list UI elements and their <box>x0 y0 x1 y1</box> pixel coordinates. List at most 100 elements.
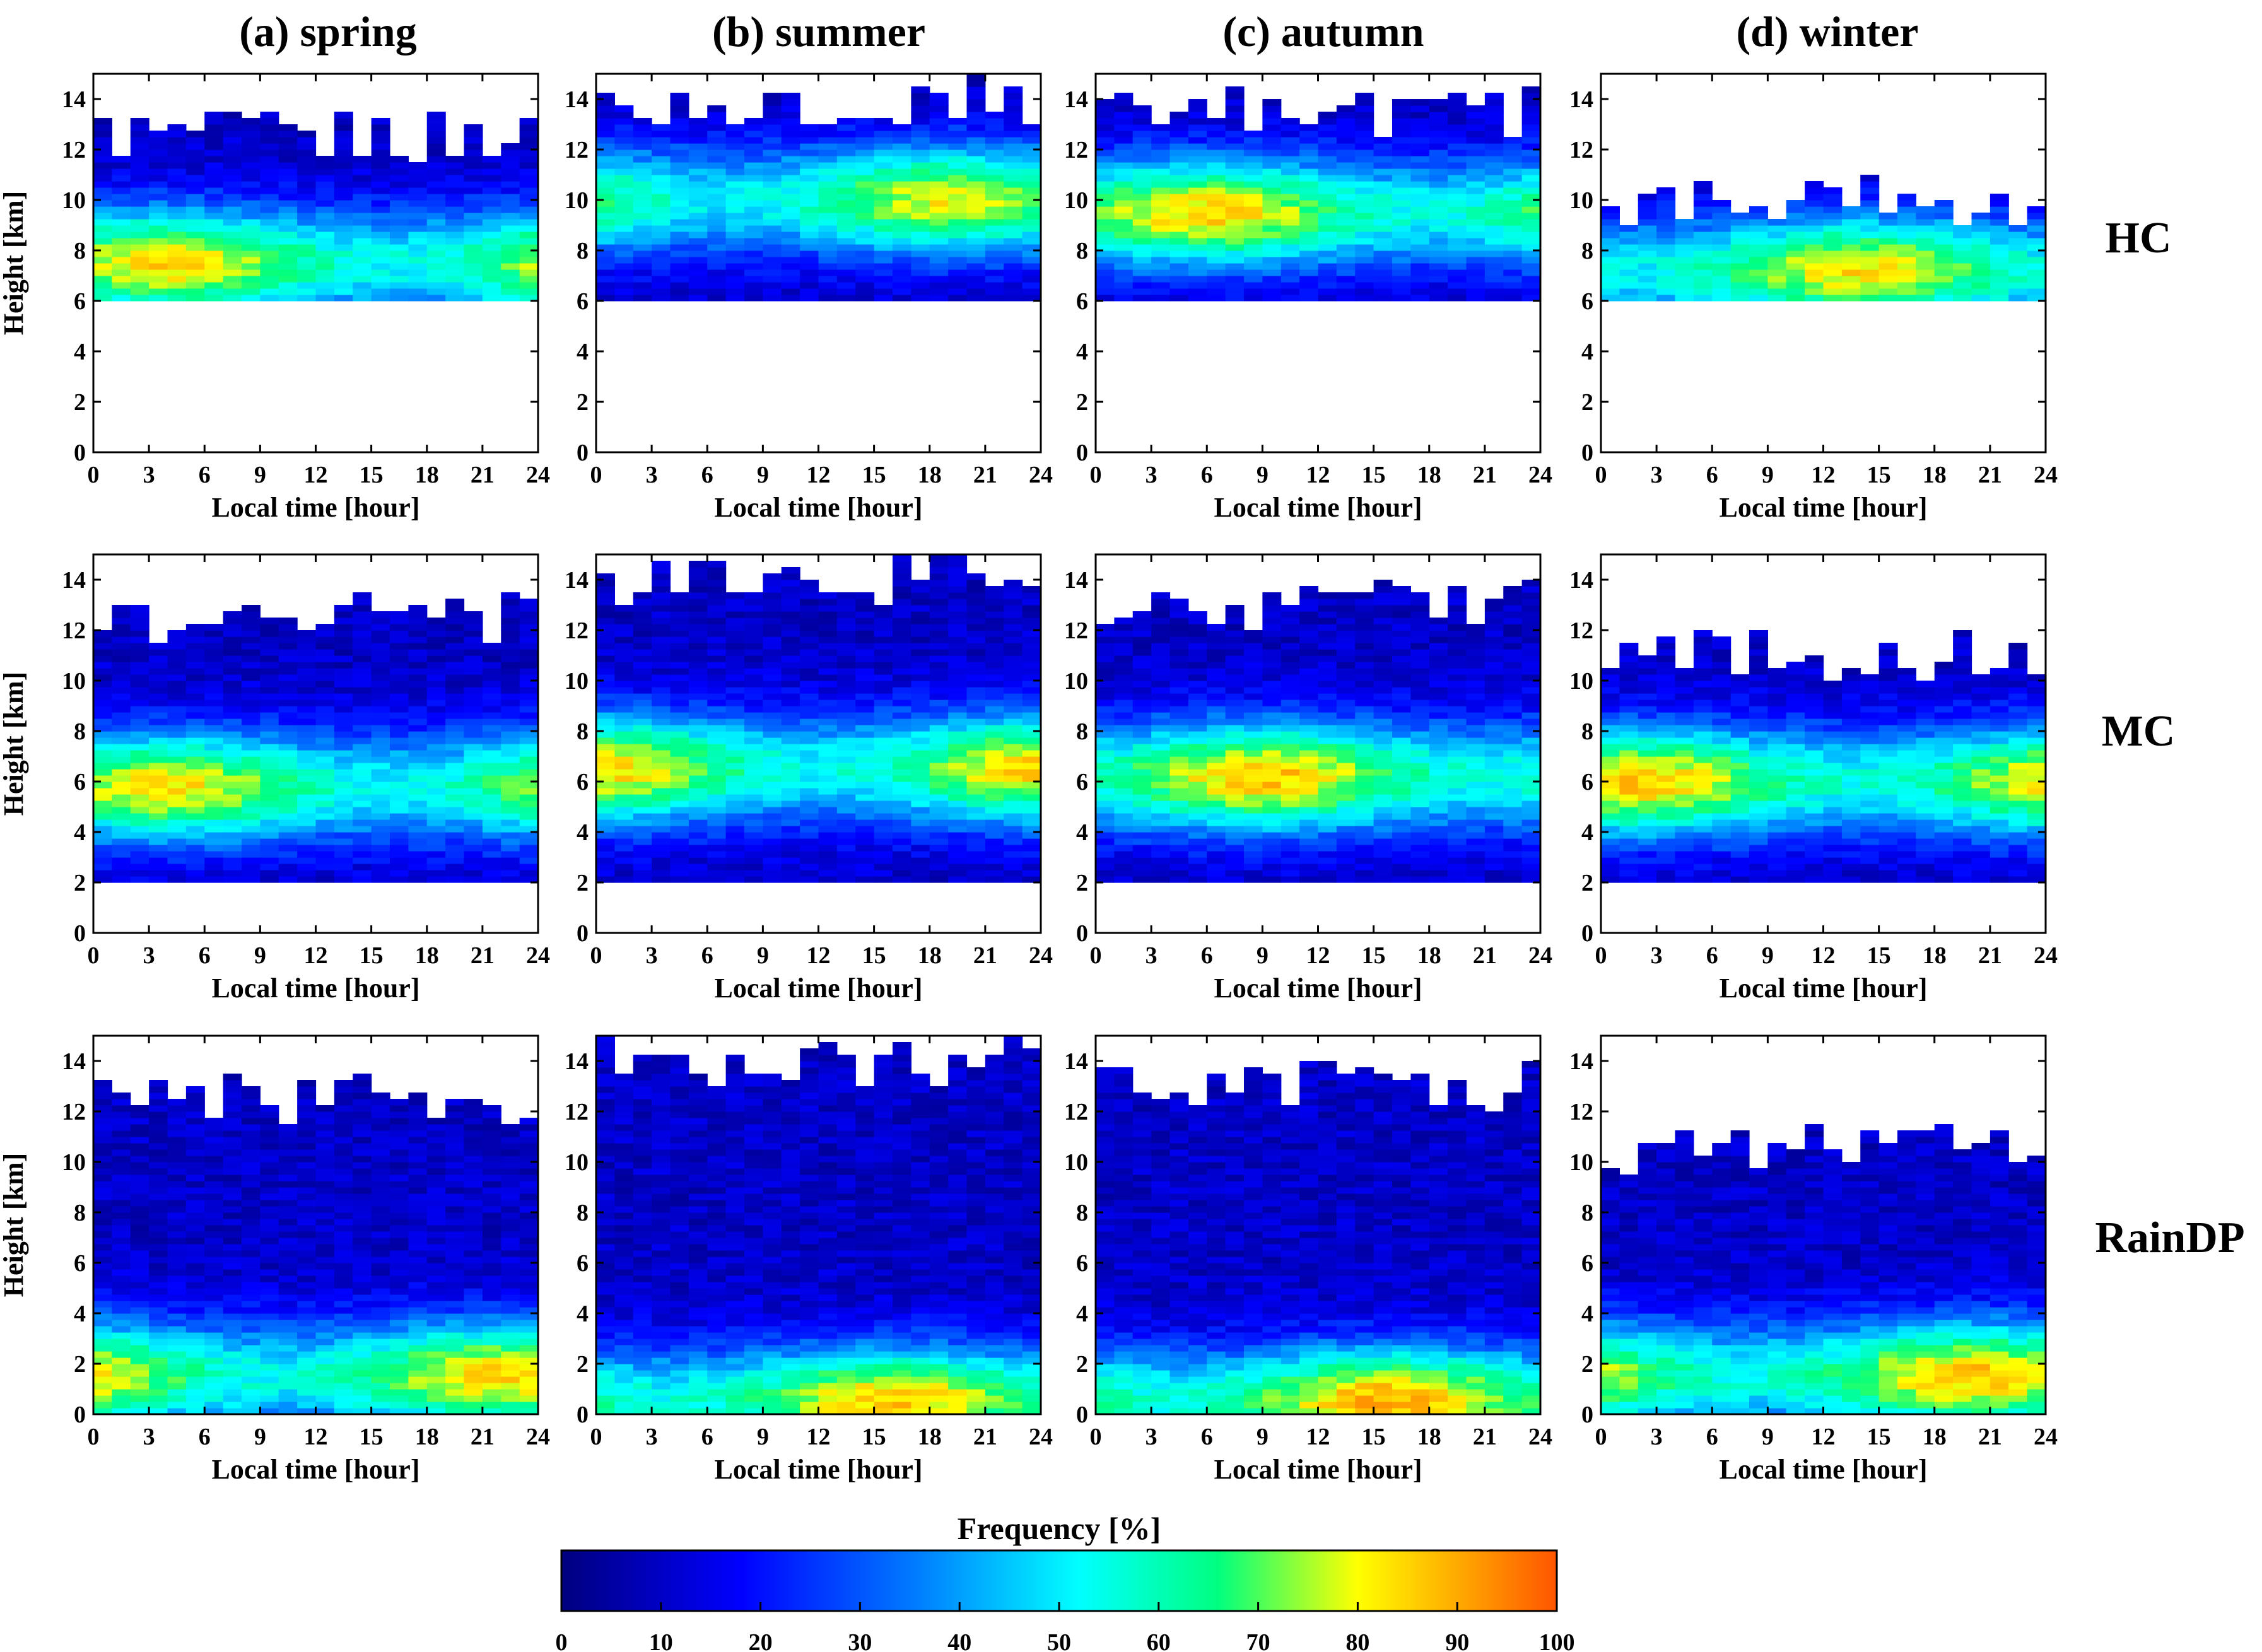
heatmap-cell <box>353 674 372 681</box>
heatmap-cell <box>911 244 930 251</box>
heatmap-cell <box>985 162 1004 169</box>
heatmap-cell <box>1429 112 1448 119</box>
heatmap-cell <box>353 668 372 675</box>
heatmap-cell <box>93 131 112 138</box>
heatmap-cell <box>464 725 483 732</box>
x-axis-label: Local time [hour] <box>715 492 923 523</box>
heatmap-cell <box>426 744 446 751</box>
heatmap-cell <box>1022 605 1041 612</box>
heatmap-cell <box>633 137 652 144</box>
heatmap-cell <box>855 288 875 295</box>
heatmap-cell <box>149 838 168 845</box>
heatmap-cell <box>1244 244 1263 251</box>
heatmap-cell <box>614 737 634 744</box>
heatmap-cell <box>112 788 131 795</box>
heatmap-cell <box>633 611 652 618</box>
heatmap-cell <box>836 649 856 656</box>
heatmap-cell <box>707 137 727 144</box>
heatmap-cell <box>315 295 335 302</box>
y-tick-label: 8 <box>1076 238 1088 264</box>
heatmap-cell <box>948 769 968 776</box>
heatmap-cell <box>763 599 782 606</box>
heatmap-cell <box>223 870 242 877</box>
heatmap-cell <box>1169 143 1189 150</box>
heatmap-cell <box>688 769 708 776</box>
heatmap-cell <box>911 700 930 706</box>
heatmap-cell <box>1484 162 1504 169</box>
heatmap-cell <box>688 813 708 820</box>
heatmap-cell <box>744 807 763 814</box>
heatmap-cell <box>371 857 390 864</box>
heatmap-cell <box>1730 225 1750 232</box>
heatmap-cell <box>130 649 149 656</box>
heatmap-cell <box>670 636 689 643</box>
heatmap-cell <box>242 737 261 744</box>
heatmap-cell <box>334 819 353 826</box>
heatmap-cell <box>763 213 782 220</box>
heatmap-cell <box>501 870 520 877</box>
heatmap-cell <box>242 756 261 763</box>
heatmap-cell <box>2027 269 2046 276</box>
heatmap-cell <box>242 618 261 624</box>
heatmap-cell <box>670 838 689 845</box>
heatmap-cell <box>204 763 224 770</box>
heatmap-cell <box>2027 244 2046 251</box>
heatmap-cell <box>614 845 634 852</box>
heatmap-cell <box>1656 295 1676 302</box>
heatmap-cell <box>1004 864 1023 870</box>
heatmap-cell <box>911 250 930 257</box>
heatmap-cell <box>948 788 968 795</box>
heatmap-cell <box>911 618 930 624</box>
heatmap-cell <box>130 718 149 725</box>
heatmap-cell <box>966 750 986 757</box>
heatmap-cell <box>1114 276 1134 283</box>
heatmap-cell <box>800 655 819 662</box>
heatmap-cell <box>1953 263 1972 270</box>
heatmap-cell <box>445 763 465 770</box>
heatmap-cell <box>1373 295 1393 302</box>
heatmap-cell <box>297 269 317 276</box>
heatmap-cell <box>2027 295 2046 302</box>
heatmap-cell <box>744 687 763 694</box>
heatmap-cell <box>185 263 205 270</box>
heatmap-cell <box>223 187 242 194</box>
heatmap-cell <box>482 706 501 713</box>
heatmap-cell <box>130 769 149 776</box>
heatmap-cell <box>652 750 671 757</box>
heatmap-cell <box>1484 181 1504 188</box>
heatmap-cell <box>445 718 465 725</box>
heatmap-cell <box>426 662 446 669</box>
heatmap-cell <box>1022 269 1041 276</box>
heatmap-cell <box>911 744 930 751</box>
heatmap-cell <box>482 832 501 839</box>
heatmap-cell <box>596 624 615 631</box>
heatmap-cell <box>855 295 875 302</box>
heatmap-cell <box>204 219 224 226</box>
heatmap-cell <box>223 700 242 706</box>
heatmap-cell <box>130 763 149 770</box>
heatmap-cell <box>167 744 187 751</box>
heatmap-cell <box>464 700 483 706</box>
heatmap-cell <box>112 794 131 801</box>
heatmap-cell <box>985 813 1004 820</box>
heatmap-cell <box>371 149 390 156</box>
heatmap-cell <box>185 175 205 182</box>
heatmap-cell <box>1503 231 1523 238</box>
heatmap-cell <box>781 655 800 662</box>
heatmap-cell <box>725 231 745 238</box>
heatmap-cell <box>1675 295 1694 302</box>
heatmap-cell <box>1022 813 1041 820</box>
heatmap-cell <box>1244 137 1263 144</box>
heatmap-cell <box>966 112 986 119</box>
heatmap-cell <box>633 250 652 257</box>
heatmap-cell <box>744 131 763 138</box>
heatmap-cell <box>893 674 911 681</box>
heatmap-cell <box>501 681 520 688</box>
heatmap-cell <box>1392 99 1411 106</box>
y-tick-label: 0 <box>577 920 589 947</box>
heatmap-cell <box>874 712 893 719</box>
heatmap-cell <box>2008 276 2028 283</box>
heatmap-cell <box>929 782 949 788</box>
heatmap-cell <box>204 643 224 650</box>
heatmap-cell <box>781 662 800 669</box>
